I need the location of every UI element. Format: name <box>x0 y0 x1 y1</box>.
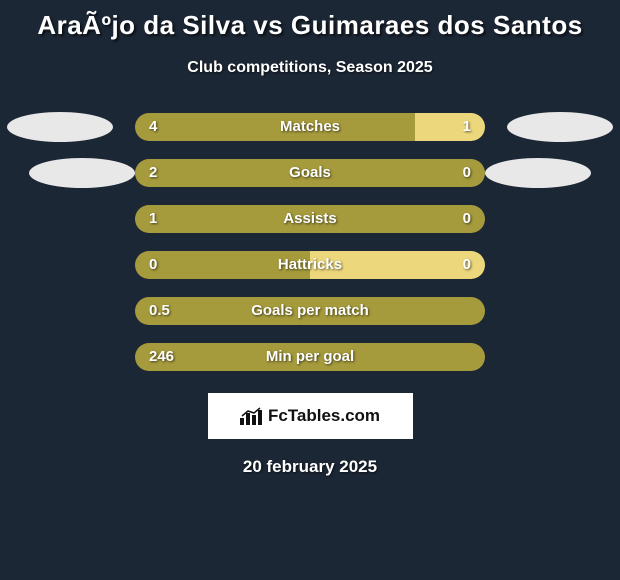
player2-avatar <box>507 112 613 142</box>
date-label: 20 february 2025 <box>0 457 620 477</box>
bar-track <box>135 251 485 279</box>
branding-badge: FcTables.com <box>208 393 413 439</box>
bar-track <box>135 159 485 187</box>
player2-value <box>457 297 485 325</box>
player2-value: 0 <box>449 205 485 233</box>
player1-value: 0.5 <box>135 297 184 325</box>
stat-row: 10Assists <box>0 205 620 233</box>
player1-bar <box>135 205 485 233</box>
player1-value: 1 <box>135 205 171 233</box>
player1-avatar <box>7 112 113 142</box>
player1-value: 0 <box>135 251 171 279</box>
player1-value: 2 <box>135 159 171 187</box>
bar-track <box>135 205 485 233</box>
player2-value: 0 <box>449 159 485 187</box>
stat-row: 0.5Goals per match <box>0 297 620 325</box>
player1-bar <box>135 159 485 187</box>
subtitle: Club competitions, Season 2025 <box>0 59 620 77</box>
stat-row: 246Min per goal <box>0 343 620 371</box>
player2-value: 0 <box>449 251 485 279</box>
player1-value: 246 <box>135 343 188 371</box>
player1-value: 4 <box>135 113 171 141</box>
player1-bar <box>135 297 485 325</box>
player1-avatar <box>29 158 135 188</box>
stat-row: 20Goals <box>0 159 620 187</box>
stat-row: 41Matches <box>0 113 620 141</box>
bar-track <box>135 297 485 325</box>
player2-avatar <box>485 158 591 188</box>
stat-row: 00Hattricks <box>0 251 620 279</box>
player2-value: 1 <box>449 113 485 141</box>
branding-text: FcTables.com <box>268 406 380 426</box>
player2-value <box>457 343 485 371</box>
chart-icon <box>240 407 262 425</box>
page-title: AraÃºjo da Silva vs Guimaraes dos Santos <box>0 0 620 41</box>
stats-container: 41Matches20Goals10Assists00Hattricks0.5G… <box>0 113 620 371</box>
player1-bar <box>135 113 415 141</box>
bar-track <box>135 113 485 141</box>
